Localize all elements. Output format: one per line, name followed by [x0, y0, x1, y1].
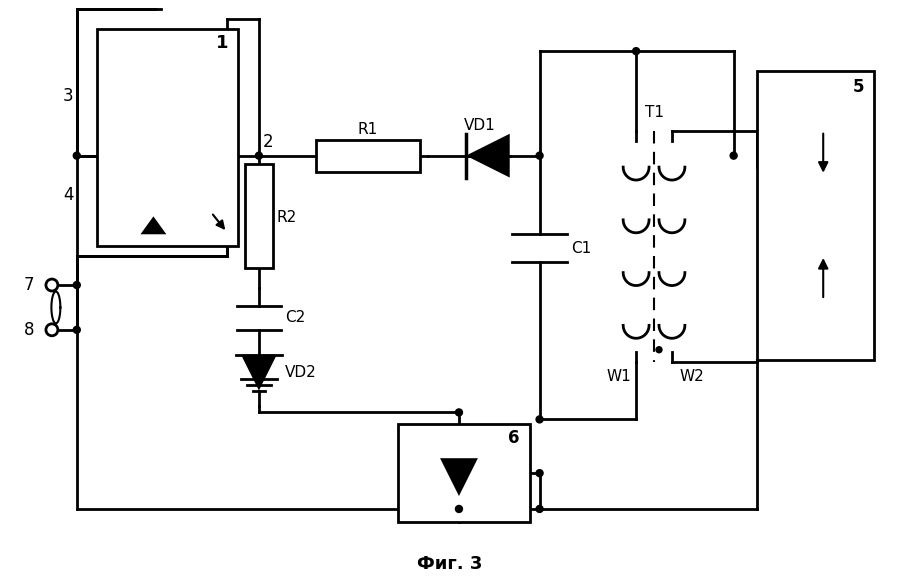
- Circle shape: [536, 470, 543, 477]
- Circle shape: [455, 506, 463, 512]
- Text: 2: 2: [263, 133, 274, 151]
- Bar: [316, 140, 420, 172]
- Text: VD2: VD2: [284, 365, 317, 380]
- Text: W1: W1: [607, 369, 631, 384]
- Bar: [757, 71, 874, 360]
- Circle shape: [536, 416, 543, 423]
- Circle shape: [536, 506, 543, 512]
- Circle shape: [536, 152, 543, 159]
- Bar: [398, 425, 529, 522]
- Text: 7: 7: [23, 276, 34, 294]
- Text: R1: R1: [357, 122, 377, 137]
- Text: C1: C1: [572, 241, 591, 256]
- Text: W2: W2: [680, 369, 705, 384]
- Bar: [96, 29, 238, 246]
- Circle shape: [73, 281, 80, 288]
- Text: Фиг. 3: Фиг. 3: [418, 555, 482, 573]
- Circle shape: [730, 152, 737, 159]
- Text: 3: 3: [63, 87, 74, 105]
- Text: 5: 5: [852, 78, 864, 96]
- Circle shape: [46, 279, 58, 291]
- Circle shape: [656, 347, 662, 353]
- Text: 4: 4: [63, 186, 74, 204]
- Circle shape: [455, 409, 463, 416]
- Text: C2: C2: [284, 310, 305, 325]
- Circle shape: [73, 152, 80, 159]
- Text: T1: T1: [644, 105, 663, 120]
- Circle shape: [46, 324, 58, 336]
- Text: 8: 8: [23, 321, 34, 339]
- Polygon shape: [466, 134, 509, 178]
- Text: VD1: VD1: [464, 119, 496, 133]
- Circle shape: [256, 152, 263, 159]
- Text: 6: 6: [508, 429, 519, 447]
- Polygon shape: [440, 458, 478, 496]
- Circle shape: [73, 326, 80, 333]
- Bar: [245, 164, 273, 268]
- Text: 1: 1: [216, 34, 229, 52]
- Polygon shape: [140, 216, 166, 234]
- Text: R2: R2: [277, 210, 297, 225]
- Polygon shape: [241, 354, 277, 391]
- Circle shape: [633, 48, 640, 55]
